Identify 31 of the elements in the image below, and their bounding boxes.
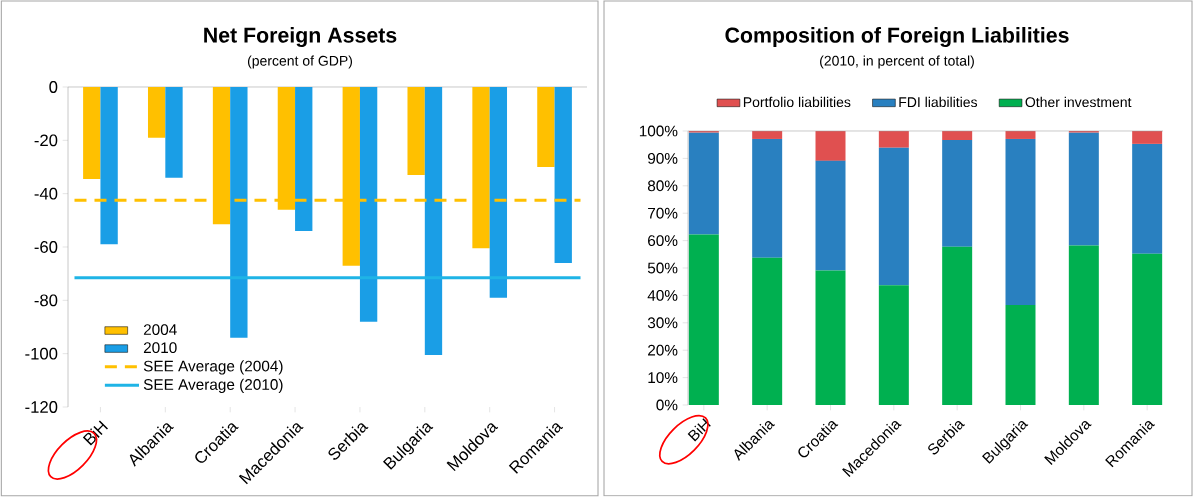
y-tick-label: 100%	[639, 125, 678, 137]
chart-title: Net Foreign Assets	[204, 27, 397, 47]
y-tick-label: -40	[34, 187, 58, 200]
y-tick-label: 80%	[647, 180, 678, 192]
legend-label: 2004	[143, 324, 177, 336]
y-tick-label: -20	[34, 134, 58, 147]
x-tick-label: BiH	[82, 420, 109, 446]
y-tick-label: -100	[25, 347, 58, 360]
legend-label: SEE Average (2004)	[143, 360, 283, 375]
y-tick-label: 0%	[656, 399, 678, 411]
y-tick-label: 60%	[648, 235, 678, 247]
y-tick-label: 10%	[648, 372, 678, 384]
y-tick-label: 20%	[648, 344, 678, 356]
chart-title: Composition of Foreign Liabilities	[725, 27, 1069, 47]
y-tick-label: -80	[34, 294, 58, 307]
x-tick-label: BiH	[687, 418, 711, 442]
legend-label: FDI liabilities	[899, 96, 978, 108]
y-tick-label: 30%	[647, 317, 678, 329]
y-tick-label: 0	[49, 81, 58, 93]
y-tick-label: 50%	[647, 262, 678, 274]
legend-label: 2010	[143, 342, 177, 354]
y-tick-label: -60	[34, 241, 58, 253]
chart-subtitle: (2010, in percent of total)	[820, 55, 974, 69]
legend-label: SEE Average (2010)	[143, 378, 283, 393]
y-tick-label: 70%	[648, 207, 678, 219]
chart-subtitle: (percent of GDP)	[247, 55, 353, 69]
legend-label: Other investment	[1025, 96, 1132, 108]
legend-label: Portfolio liabilities	[743, 96, 851, 108]
y-tick-label: 40%	[647, 289, 678, 301]
y-tick-label: 90%	[647, 152, 678, 164]
y-tick-label: -120	[25, 401, 58, 413]
